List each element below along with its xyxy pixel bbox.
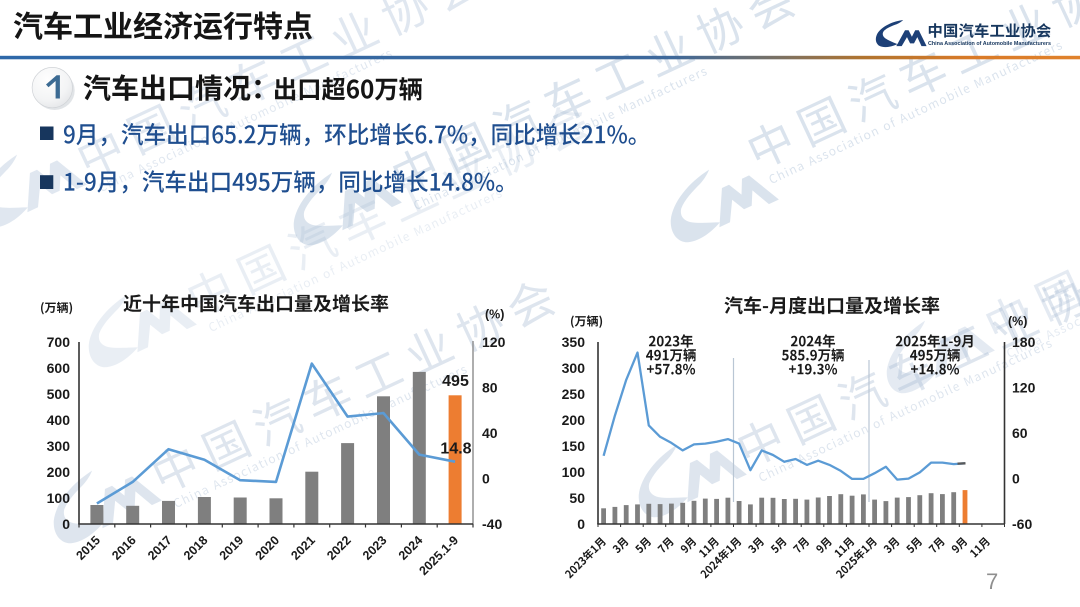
- svg-text:600: 600: [47, 360, 71, 376]
- svg-text:250: 250: [562, 386, 586, 402]
- svg-text:60: 60: [1012, 425, 1028, 441]
- svg-text:500: 500: [47, 386, 71, 402]
- svg-text:0: 0: [1012, 471, 1020, 487]
- svg-text:50: 50: [569, 490, 585, 506]
- svg-text:400: 400: [47, 412, 71, 428]
- svg-text:-60: -60: [1012, 516, 1032, 532]
- svg-text:2020: 2020: [253, 533, 283, 563]
- svg-text:120: 120: [482, 334, 506, 350]
- svg-text:120: 120: [1012, 380, 1036, 396]
- svg-text:100: 100: [47, 490, 71, 506]
- svg-text:7: 7: [986, 569, 998, 594]
- svg-text:180: 180: [1012, 334, 1036, 350]
- svg-text:2019: 2019: [217, 533, 247, 563]
- svg-text:100: 100: [562, 464, 586, 480]
- svg-text:2022: 2022: [324, 533, 354, 563]
- svg-text:0: 0: [482, 471, 490, 487]
- svg-text:2018: 2018: [181, 533, 211, 563]
- svg-text:80: 80: [482, 380, 498, 396]
- svg-text:2017: 2017: [145, 533, 175, 563]
- svg-text:200: 200: [47, 464, 71, 480]
- svg-text:350: 350: [562, 334, 586, 350]
- svg-text:(%): (%): [1008, 315, 1027, 329]
- svg-text:(%): (%): [485, 308, 504, 322]
- svg-text:2016: 2016: [109, 533, 139, 563]
- svg-text:-40: -40: [482, 516, 502, 532]
- svg-text:0: 0: [577, 516, 585, 532]
- svg-text:150: 150: [562, 438, 586, 454]
- svg-text:495: 495: [442, 373, 469, 390]
- svg-text:2024: 2024: [396, 533, 426, 563]
- svg-text:40: 40: [482, 425, 498, 441]
- svg-text:2025.1-9: 2025.1-9: [416, 533, 461, 578]
- svg-text:300: 300: [47, 438, 71, 454]
- svg-text:2021: 2021: [288, 533, 318, 563]
- svg-text:700: 700: [47, 334, 71, 350]
- svg-text:0: 0: [62, 516, 70, 532]
- svg-text:14.8: 14.8: [440, 441, 471, 458]
- svg-text:2023: 2023: [360, 533, 390, 563]
- svg-text:200: 200: [562, 412, 586, 428]
- svg-text:China Association of Automobil: China Association of Automobile Manufact…: [928, 41, 1051, 47]
- svg-text:300: 300: [562, 360, 586, 376]
